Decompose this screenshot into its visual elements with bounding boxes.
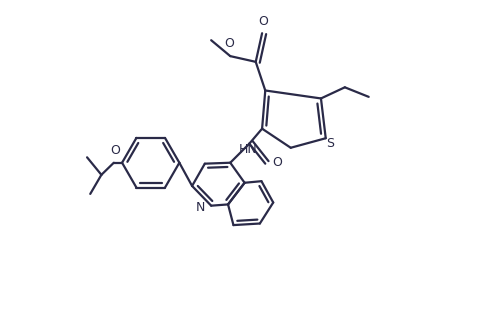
Text: O: O <box>259 15 269 29</box>
Text: O: O <box>110 144 121 157</box>
Text: HN: HN <box>239 143 257 156</box>
Text: S: S <box>327 137 334 150</box>
Text: O: O <box>272 156 282 169</box>
Text: N: N <box>196 201 206 214</box>
Text: O: O <box>225 37 234 50</box>
